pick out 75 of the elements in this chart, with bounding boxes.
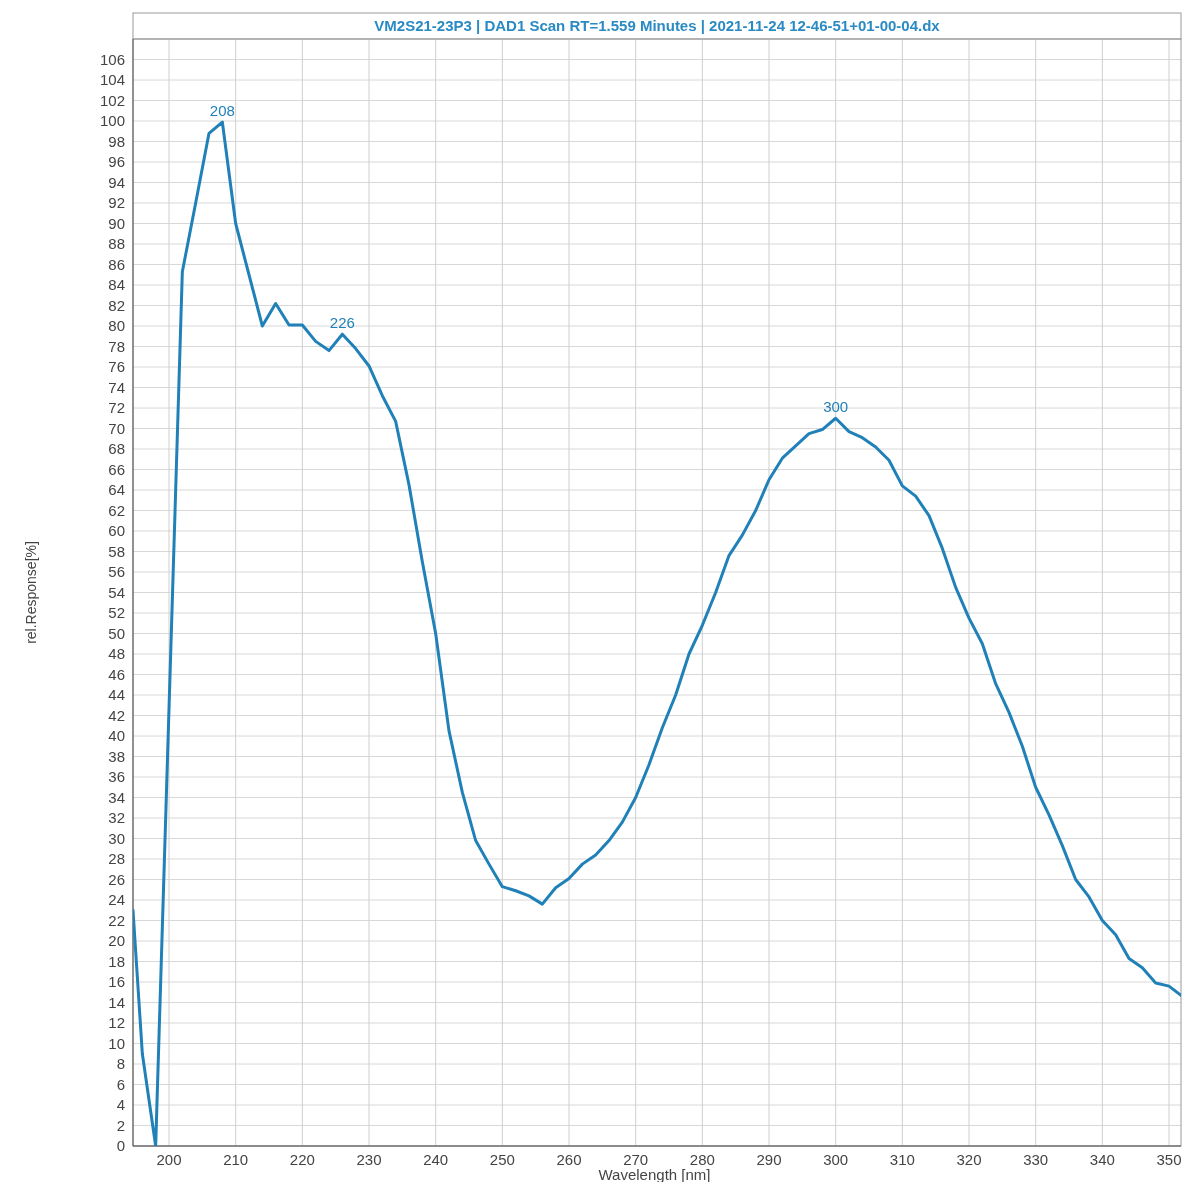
y-tick-label: 58 bbox=[108, 542, 125, 560]
x-tick-label: 220 bbox=[289, 1151, 315, 1168]
y-tick-label: 70 bbox=[108, 419, 125, 437]
y-tick-label: 76 bbox=[108, 358, 125, 376]
y-tick-label: 82 bbox=[108, 296, 125, 314]
x-tick-label: 310 bbox=[889, 1151, 915, 1168]
y-tick-label: 8 bbox=[116, 1055, 125, 1073]
y-tick-label: 0 bbox=[116, 1137, 125, 1155]
x-tick-label: 340 bbox=[1089, 1151, 1115, 1168]
y-tick-label: 34 bbox=[108, 788, 125, 806]
y-tick-label: 80 bbox=[108, 317, 125, 335]
annotation: 300 bbox=[823, 398, 849, 416]
y-tick-label: 10 bbox=[108, 1034, 125, 1052]
y-tick-label: 14 bbox=[108, 993, 125, 1011]
y-tick-label: 64 bbox=[108, 481, 125, 499]
y-tick-label: 88 bbox=[108, 235, 125, 253]
y-tick-label: 94 bbox=[108, 173, 125, 191]
x-tick-label: 270 bbox=[623, 1151, 649, 1168]
annotation: 208 bbox=[209, 102, 235, 120]
y-tick-label: 16 bbox=[108, 973, 125, 991]
y-tick-label: 90 bbox=[108, 214, 125, 232]
y-tick-label: 66 bbox=[108, 460, 125, 478]
x-tick-label: 200 bbox=[156, 1151, 182, 1168]
y-tick-label: 56 bbox=[108, 563, 125, 581]
y-tick-label: 52 bbox=[108, 604, 125, 622]
y-tick-label: 98 bbox=[108, 132, 125, 150]
y-tick-label: 86 bbox=[108, 255, 125, 273]
y-tick-label: 42 bbox=[108, 706, 125, 724]
x-tick-label: 280 bbox=[689, 1151, 715, 1168]
y-tick-label: 28 bbox=[108, 850, 125, 868]
y-tick-label: 32 bbox=[108, 809, 125, 827]
y-tick-label: 12 bbox=[108, 1014, 125, 1032]
y-tick-label: 106 bbox=[99, 50, 125, 68]
y-tick-label: 62 bbox=[108, 501, 125, 519]
y-tick-label: 30 bbox=[108, 829, 125, 847]
y-tick-label: 104 bbox=[99, 71, 125, 89]
y-tick-label: 18 bbox=[108, 952, 125, 970]
y-tick-label: 92 bbox=[108, 194, 125, 212]
y-tick-label: 40 bbox=[108, 727, 125, 745]
y-tick-label: 96 bbox=[108, 153, 125, 171]
x-tick-label: 290 bbox=[756, 1151, 782, 1168]
y-tick-label: 24 bbox=[108, 891, 125, 909]
annotation: 226 bbox=[329, 314, 355, 332]
x-tick-label: 230 bbox=[356, 1151, 382, 1168]
y-tick-label: 72 bbox=[108, 399, 125, 417]
y-tick-label: 84 bbox=[108, 276, 125, 294]
y-tick-label: 100 bbox=[99, 112, 125, 130]
y-axis-title: rel.Response[%] bbox=[23, 541, 39, 644]
x-tick-label: 240 bbox=[423, 1151, 449, 1168]
y-tick-label: 36 bbox=[108, 768, 125, 786]
x-tick-label: 250 bbox=[489, 1151, 515, 1168]
y-tick-label: 74 bbox=[108, 378, 125, 396]
y-tick-label: 26 bbox=[108, 870, 125, 888]
x-tick-label: 320 bbox=[956, 1151, 982, 1168]
y-tick-label: 6 bbox=[116, 1075, 125, 1093]
chart-title: VM2S21-23P3 | DAD1 Scan RT=1.559 Minutes | 2021-11-24 12-46-51+01-00-04.dx bbox=[374, 17, 941, 34]
y-tick-label: 78 bbox=[108, 337, 125, 355]
y-tick-label: 68 bbox=[108, 440, 125, 458]
y-tick-label: 38 bbox=[108, 747, 125, 765]
y-tick-label: 22 bbox=[108, 911, 125, 929]
y-tick-label: 48 bbox=[108, 645, 125, 663]
y-tick-label: 2 bbox=[116, 1116, 125, 1134]
x-tick-label: 210 bbox=[223, 1151, 249, 1168]
y-tick-label: 54 bbox=[108, 583, 125, 601]
y-tick-label: 46 bbox=[108, 665, 125, 683]
y-tick-label: 44 bbox=[108, 686, 125, 704]
x-tick-label: 350 bbox=[1156, 1151, 1182, 1168]
y-tick-label: 4 bbox=[116, 1096, 125, 1114]
y-tick-label: 20 bbox=[108, 932, 125, 950]
y-tick-label: 50 bbox=[108, 624, 125, 642]
x-tick-label: 330 bbox=[1023, 1151, 1049, 1168]
x-tick-label: 300 bbox=[823, 1151, 849, 1168]
y-tick-label: 102 bbox=[99, 91, 125, 109]
x-tick-label: 260 bbox=[556, 1151, 582, 1168]
y-tick-label: 60 bbox=[108, 522, 125, 540]
